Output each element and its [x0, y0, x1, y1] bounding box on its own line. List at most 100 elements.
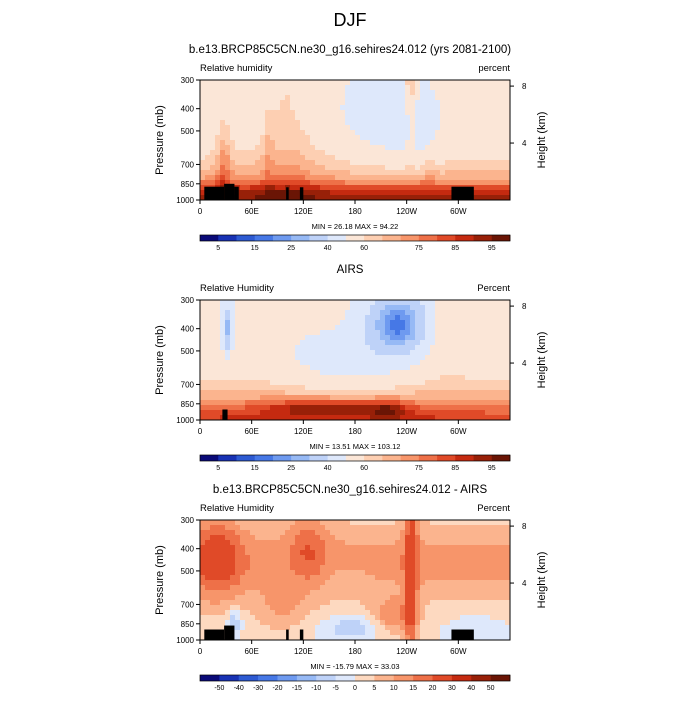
heatmap-cell: [255, 580, 261, 586]
heatmap-cell: [375, 350, 381, 356]
heatmap-cell: [330, 310, 336, 316]
heatmap-cell: [395, 530, 401, 536]
heatmap-cell: [275, 525, 281, 531]
heatmap-cell: [290, 350, 296, 356]
heatmap-cell: [500, 630, 506, 636]
heatmap-cell: [220, 120, 226, 126]
heatmap-cell: [235, 540, 241, 546]
heatmap-cell: [205, 385, 211, 391]
heatmap-cell: [400, 405, 406, 411]
heatmap-cell: [285, 600, 291, 606]
heatmap-cell: [450, 310, 456, 316]
heatmap-cell: [430, 535, 436, 541]
heatmap-cell: [425, 300, 431, 306]
heatmap-cell: [350, 95, 356, 101]
heatmap-cell: [420, 115, 426, 121]
heatmap-cell: [250, 520, 256, 526]
colorbar-swatch: [200, 675, 220, 681]
heatmap-cell: [505, 320, 511, 326]
heatmap-cell: [315, 145, 321, 151]
heatmap-cell: [455, 100, 461, 106]
heatmap-cell: [335, 580, 341, 586]
heatmap-cell: [270, 580, 276, 586]
heatmap-cell: [475, 100, 481, 106]
heatmap-cell: [440, 350, 446, 356]
heatmap-cell: [390, 300, 396, 306]
heatmap-cell: [270, 355, 276, 361]
heatmap-cell: [210, 155, 216, 161]
heatmap-cell: [295, 615, 301, 621]
heatmap-cell: [360, 370, 366, 376]
heatmap-cell: [325, 555, 331, 561]
heatmap-cell: [225, 610, 231, 616]
heatmap-cell: [355, 610, 361, 616]
heatmap-cell: [205, 330, 211, 336]
heatmap-cell: [390, 360, 396, 366]
heatmap-cell: [365, 565, 371, 571]
heatmap-cell: [475, 630, 481, 636]
heatmap-cell: [385, 370, 391, 376]
heatmap-cell: [290, 185, 296, 191]
heatmap-cell: [275, 305, 281, 311]
heatmap-cell: [330, 145, 336, 151]
heatmap-cell: [320, 315, 326, 321]
heatmap-cell: [435, 140, 441, 146]
heatmap-cell: [420, 325, 426, 331]
heatmap-cell: [200, 130, 206, 136]
heatmap-cell: [355, 345, 361, 351]
heatmap-cell: [320, 530, 326, 536]
heatmap-cell: [290, 520, 296, 526]
heatmap-cell: [405, 390, 411, 396]
heatmap-cell: [275, 180, 281, 186]
heatmap-cell: [245, 545, 251, 551]
heatmap-cell: [470, 300, 476, 306]
x-tick-label: 0: [198, 427, 203, 436]
heatmap-cell: [310, 140, 316, 146]
heatmap-cell: [340, 570, 346, 576]
heatmap-cell: [350, 555, 356, 561]
heatmap-cell: [210, 125, 216, 131]
heatmap-cell: [230, 410, 236, 416]
heatmap-cell: [435, 390, 441, 396]
heatmap-cell: [445, 585, 451, 591]
heatmap-cell: [410, 300, 416, 306]
heatmap-cell: [335, 560, 341, 566]
heatmap-cell: [260, 615, 266, 621]
heatmap-cell: [240, 575, 246, 581]
heatmap-cell: [355, 170, 361, 176]
heatmap-cell: [230, 355, 236, 361]
heatmap-cell: [240, 610, 246, 616]
heatmap-cell: [400, 130, 406, 136]
heatmap-cell: [225, 345, 231, 351]
heatmap-cell: [380, 170, 386, 176]
heatmap-cell: [340, 95, 346, 101]
heatmap-cell: [295, 555, 301, 561]
heatmap-cell: [245, 340, 251, 346]
heatmap-cell: [370, 340, 376, 346]
heatmap-cell: [395, 540, 401, 546]
heatmap-cell: [360, 145, 366, 151]
heatmap-cell: [500, 535, 506, 541]
heatmap-cell: [260, 175, 266, 181]
heatmap-cell: [305, 300, 311, 306]
heatmap-cell: [490, 370, 496, 376]
heatmap-cell: [390, 370, 396, 376]
heatmap-cell: [200, 545, 206, 551]
heatmap-cell: [345, 620, 351, 626]
heatmap-cell: [485, 155, 491, 161]
heatmap-cell: [335, 85, 341, 91]
heatmap-cell: [215, 350, 221, 356]
heatmap-cell: [305, 615, 311, 621]
heatmap-cell: [240, 320, 246, 326]
colorbar-label: 20: [429, 685, 437, 692]
heatmap-cell: [440, 520, 446, 526]
heatmap-cell: [425, 90, 431, 96]
heatmap-cell: [395, 615, 401, 621]
heatmap-cell: [220, 580, 226, 586]
heatmap-cell: [435, 335, 441, 341]
heatmap-cell: [340, 375, 346, 381]
heatmap-cell: [475, 135, 481, 141]
heatmap-cell: [390, 580, 396, 586]
heatmap-cell: [450, 335, 456, 341]
heatmap-cell: [285, 415, 291, 421]
